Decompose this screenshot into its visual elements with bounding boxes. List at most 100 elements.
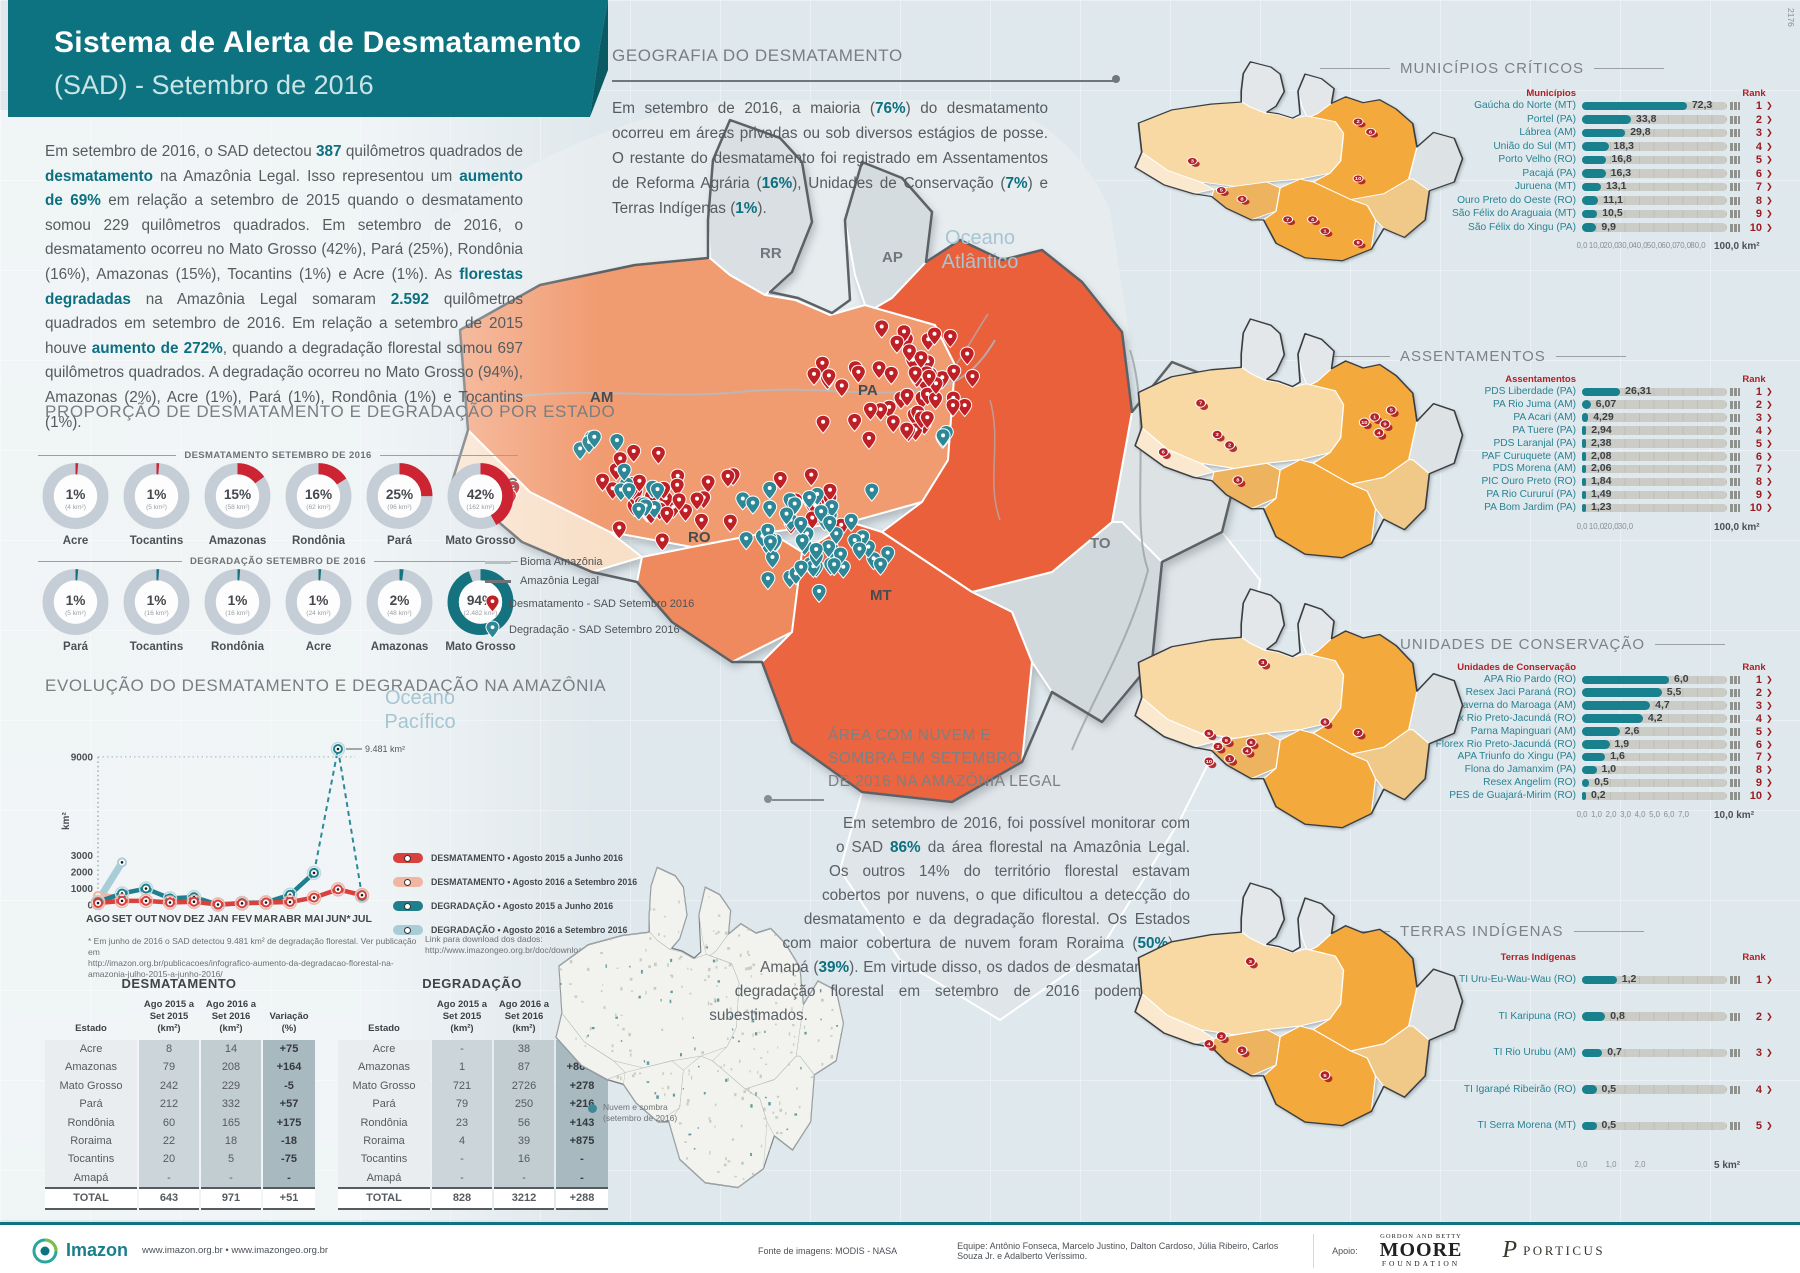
svg-text:5: 5 xyxy=(1207,731,1210,736)
donut-Mato Grosso: 94% (2.482 km²) Mato Grosso xyxy=(440,568,521,653)
map-legend-item: Degradação - SAD Setembro 2016 xyxy=(485,620,694,639)
rank-marker: 1 xyxy=(1369,412,1383,424)
svg-text:MAR: MAR xyxy=(254,913,278,925)
svg-text:3: 3 xyxy=(1191,159,1194,164)
svg-text:ABR: ABR xyxy=(279,913,302,925)
state-label-PA: PA xyxy=(858,382,878,399)
legend-item: DEGRADAÇÃO • Agosto 2016 a Setembro 2016 xyxy=(393,918,637,942)
donut-Rondônia: 16% (62 km²) Rondônia xyxy=(278,462,359,547)
donut-Pará: 25% (96 km²) Pará xyxy=(359,462,440,547)
footnote-url[interactable]: http://imazon.org.br/publicacoes/infogra… xyxy=(88,958,394,979)
footer-urls[interactable]: www.imazon.org.br • www.imazongeo.org.br xyxy=(142,1245,329,1256)
table-cell: +278 xyxy=(556,1076,608,1096)
rank-marker: 3 xyxy=(1244,956,1258,969)
ranking-row: PAF Curuquete (AM) 2,08 6 ❯ xyxy=(1481,449,1773,463)
ranking-row: TI Uru-Eu-Wau-Wau (RO) 1,2 1 ❯ xyxy=(1459,973,1773,987)
section-heading-evolucao: EVOLUÇÃO DO DESMATAMENTO E DEGRADAÇÃO NA… xyxy=(45,676,607,695)
svg-text:7: 7 xyxy=(1199,401,1202,406)
map-legend-item: Amazônia Legal xyxy=(485,575,694,587)
donut-Tocantins: 1% (16 km²) Tocantins xyxy=(116,568,197,653)
rank-marker: 2 xyxy=(1352,117,1366,128)
svg-text:10: 10 xyxy=(1355,177,1362,182)
rank-marker: 5 xyxy=(1203,728,1217,741)
table-cell: Tocantins xyxy=(45,1150,137,1169)
ranking-row: TI Rio Urubu (AM) 0,7 3 ❯ xyxy=(1493,1046,1773,1060)
svg-text:JAN: JAN xyxy=(207,913,228,925)
rank-marker: 5 xyxy=(1319,1070,1333,1083)
porticus-logo: P PORTICUS xyxy=(1502,1237,1606,1263)
svg-text:10: 10 xyxy=(1361,420,1367,425)
edition-code: 2176 xyxy=(1786,8,1796,27)
map-legend: Bioma Amazônia Amazônia Legal Desmatamento… xyxy=(485,556,694,646)
footer-bar: Imazon www.imazon.org.br • www.imazongeo… xyxy=(0,1222,1800,1273)
ranking-row: APA Triunfo do Xingu (PA) 1,6 7 ❯ xyxy=(1457,750,1773,764)
rank-marker: 6 xyxy=(1157,447,1171,459)
rank-marker: 3 xyxy=(1257,657,1271,670)
svg-text:7: 7 xyxy=(1286,218,1289,223)
table-cell: 16 xyxy=(494,1150,554,1169)
geografia-paragraph: Em setembro de 2016, a maioria (76%) do … xyxy=(612,100,1049,217)
rank-marker: 7 xyxy=(1195,398,1209,410)
donut-Tocantins: 1% (5 km²) Tocantins xyxy=(116,462,197,547)
rank-marker: 4 xyxy=(1241,746,1255,758)
svg-text:JUN*: JUN* xyxy=(325,913,351,925)
footer-fonte: Fonte de imagens: MODIS - NASA xyxy=(758,1245,898,1256)
table-cell: 2726 xyxy=(494,1076,554,1096)
download-link-block: Link para download dos dados: http://www… xyxy=(425,934,608,956)
table-cell: 39 xyxy=(494,1131,554,1151)
svg-text:7: 7 xyxy=(1356,731,1359,736)
donut-Acre: 1% (24 km²) Acre xyxy=(278,568,359,653)
ranking-row: TI Igarapé Ribeirão (RO) 0,5 4 ❯ xyxy=(1463,1082,1773,1096)
svg-text:(16 km²): (16 km²) xyxy=(144,610,169,617)
ranking-axis: 0,0 1,0 2,0 5 km² xyxy=(1576,1160,1741,1171)
table-cell: Acre xyxy=(45,1040,137,1059)
table-cell: Pará xyxy=(45,1095,137,1114)
svg-text:(24 km²): (24 km²) xyxy=(306,610,331,617)
ranking-row: Resex Angelim (RO) 0,5 9 ❯ xyxy=(1483,776,1773,790)
ranking-axis: 0,0 10,0 20,0 30,0 40,0 50,0 60,0 70,0 80,0 100,0… xyxy=(1576,241,1760,252)
rank-marker: 10 xyxy=(1352,174,1366,185)
svg-text:1000: 1000 xyxy=(71,884,94,895)
cloud-map-legend: Nuvem e sombra (setembro de 2016) xyxy=(588,1102,677,1124)
donut-Acre: 1% (4 km²) Acre xyxy=(35,462,116,547)
table-cell: 23 xyxy=(432,1113,492,1132)
download-link-url[interactable]: http://www.imazongeo.org.br/doc/download… xyxy=(425,945,609,955)
rank-marker: 4 xyxy=(1373,428,1387,440)
svg-text:1: 1 xyxy=(1228,757,1231,762)
svg-text:(62 km²): (62 km²) xyxy=(306,504,331,511)
svg-text:1%: 1% xyxy=(309,593,329,608)
svg-text:1%: 1% xyxy=(147,593,167,608)
svg-text:DEZ: DEZ xyxy=(184,913,206,925)
footer-apoio-label: Apoio: xyxy=(1332,1245,1358,1256)
footer-divider xyxy=(1313,1233,1315,1268)
table-cell: 56 xyxy=(494,1113,554,1132)
svg-text:1: 1 xyxy=(1373,415,1376,420)
svg-text:(5 km²): (5 km²) xyxy=(146,504,167,511)
table-cell: Roraima xyxy=(338,1131,430,1151)
nuvem-connector-line xyxy=(772,799,824,801)
svg-text:4: 4 xyxy=(1245,749,1248,754)
table-cell: 22 xyxy=(139,1131,199,1151)
nuvem-connector-dot xyxy=(764,795,772,803)
table-cell: 4 xyxy=(432,1131,492,1151)
ranking-row: TI Karipuna (RO) 0,8 2 ❯ xyxy=(1498,1009,1773,1023)
footer-equipe: Equipe: Antônio Fonseca, Marcelo Justino… xyxy=(957,1240,1279,1261)
section-heading-geografia: GEOGRAFIA DO DESMATAMENTO xyxy=(612,46,903,65)
imazon-logo-text: Imazon xyxy=(66,1240,129,1260)
svg-text:5: 5 xyxy=(1220,188,1223,193)
ranking-title-0: MUNICÍPIOS CRÍTICOS xyxy=(1320,60,1798,77)
svg-text:3: 3 xyxy=(1261,661,1264,666)
table-cell: -18 xyxy=(263,1131,315,1151)
rank-marker: 3 xyxy=(1186,157,1200,167)
ranking-row: São Félix do Araguaia (MT) 10,5 9 ❯ xyxy=(1451,207,1773,221)
ranking-axis: 0,0 1,0 2,0 3,0 4,0 5,0 6,0 7,0 10,0 km² xyxy=(1576,810,1755,821)
legend-item: DESMATAMENTO • Agosto 2015 a Junho 2016 xyxy=(393,846,637,870)
ranking-row: Porto Velho (RO) 16,8 5 ❯ xyxy=(1498,153,1773,167)
svg-text:25%: 25% xyxy=(386,487,413,502)
ranking-row: Ouro Preto do Oeste (RO) 11,1 8 ❯ xyxy=(1457,193,1773,207)
svg-text:1%: 1% xyxy=(228,593,248,608)
map-legend-item: Bioma Amazônia xyxy=(485,556,694,568)
state-label-RR: RR xyxy=(760,245,782,262)
svg-text:10: 10 xyxy=(1206,759,1212,764)
ranking-axis: 0,0 10,0 20,0 30,0 100,0 km² xyxy=(1576,522,1760,533)
